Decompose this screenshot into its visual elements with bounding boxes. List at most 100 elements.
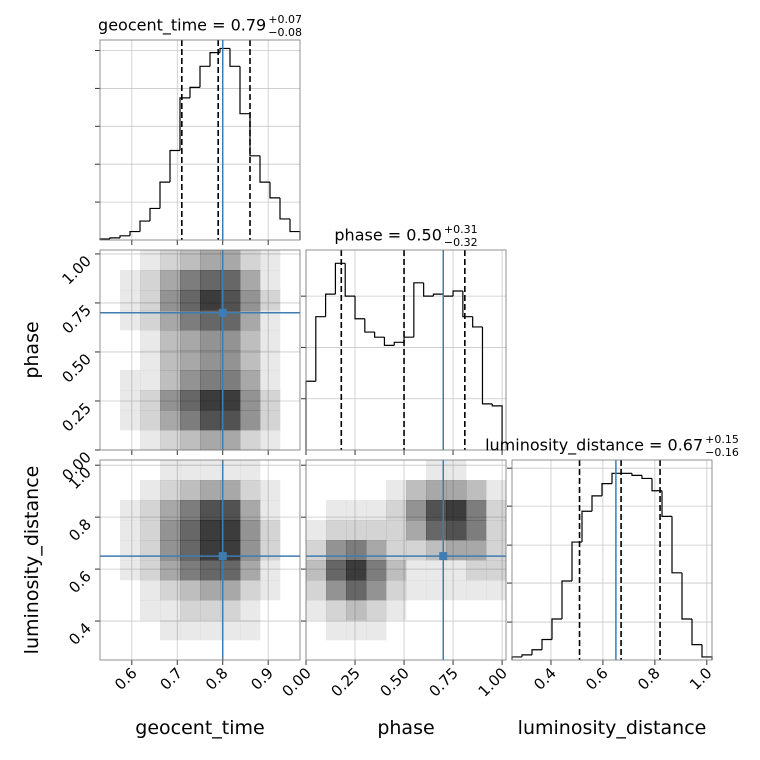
density-cell (120, 430, 140, 450)
density-cell (120, 620, 140, 640)
histogram-bin (541, 638, 552, 650)
panel-title: geocent_time = 0.79 (98, 16, 266, 36)
density-cell (260, 620, 280, 640)
density-cell (180, 640, 200, 660)
histogram-bin (472, 316, 483, 328)
density-cell (446, 500, 467, 521)
histogram-bin (159, 181, 170, 209)
density-cell (240, 500, 261, 521)
density-cell (200, 270, 221, 291)
density-cell (140, 540, 161, 561)
density-cell (240, 410, 261, 431)
density-cell (140, 430, 161, 451)
density-cell (466, 460, 486, 480)
density-cell (486, 640, 506, 660)
density-cell (406, 540, 427, 561)
density-cell (306, 540, 327, 561)
x-tick-label: 0.50 (377, 664, 413, 700)
density-cell (346, 620, 367, 641)
truth-point (218, 308, 227, 317)
density-cell (346, 580, 367, 601)
density-cell (346, 520, 367, 541)
density-cell (160, 500, 181, 521)
x-tick-label: 1.0 (686, 664, 716, 694)
x-tick-label: 0.00 (278, 664, 314, 700)
density-cell (260, 500, 281, 521)
density-cell (240, 250, 261, 271)
density-cell (220, 430, 241, 451)
truth-point (439, 552, 448, 561)
density-cell (200, 290, 221, 311)
histogram-bin (315, 316, 326, 382)
title-lower: −0.32 (444, 236, 478, 249)
histogram-bin (129, 230, 140, 236)
density-cell (200, 520, 221, 541)
density-cell (140, 250, 161, 271)
density-cell (466, 560, 487, 581)
density-cell (180, 250, 201, 271)
density-cell (140, 290, 161, 311)
density-cell (240, 430, 261, 451)
density-cell (220, 460, 241, 481)
density-cell (446, 640, 466, 660)
density-cell (120, 560, 141, 581)
density-cell (120, 410, 141, 431)
density-cell (100, 480, 120, 500)
density-cell (386, 540, 407, 561)
density-cell (366, 620, 387, 641)
density-cell (120, 350, 140, 370)
density-cell (200, 580, 221, 601)
title-upper: +0.07 (268, 13, 302, 26)
density-cell (120, 600, 140, 620)
density-cell (240, 580, 261, 601)
density-cell (260, 350, 281, 371)
panel-frame (305, 249, 507, 451)
density-cell (406, 620, 426, 640)
density-cell (346, 640, 366, 660)
histogram-bin (452, 290, 463, 297)
histogram-bin (269, 182, 280, 199)
density-cell (326, 460, 346, 480)
histogram-bin (581, 510, 592, 543)
density-cell (306, 500, 326, 520)
density-cell (386, 560, 407, 581)
density-cell (180, 560, 201, 581)
histogram-bin (681, 572, 692, 620)
density-cell (120, 500, 141, 521)
density-cell (240, 640, 260, 660)
density-cell (306, 640, 326, 660)
density-cell (326, 640, 346, 660)
density-cell (406, 500, 427, 521)
histogram-bin (279, 197, 290, 220)
density-cell (220, 600, 241, 621)
density-cell (280, 330, 300, 350)
density-cell (220, 500, 241, 521)
density-cell (200, 480, 221, 501)
histogram-bin (325, 293, 336, 317)
density-cell (240, 540, 261, 561)
density-cell (160, 330, 181, 351)
density-cell (160, 350, 181, 371)
panel-title: luminosity_distance = 0.67 (485, 436, 703, 456)
density-cell (180, 540, 201, 561)
density-cell (140, 410, 161, 431)
density-cell (220, 410, 241, 431)
density-cell (100, 290, 120, 310)
density-cell (346, 460, 366, 480)
density-cell (486, 620, 506, 640)
density-cell (280, 560, 300, 580)
density-cell (140, 370, 161, 391)
density-cell (260, 410, 281, 431)
density-cell (446, 600, 466, 620)
density-cell (280, 500, 300, 520)
density-cell (220, 390, 241, 411)
density-cell (200, 370, 221, 391)
density-cell (260, 460, 280, 480)
density-cell (260, 310, 281, 331)
x-axis-label: phase (377, 717, 434, 739)
density-cell (200, 410, 221, 431)
histogram-bin (641, 475, 652, 480)
density-cell (180, 500, 201, 521)
density-cell (160, 640, 180, 660)
density-cell (140, 310, 161, 331)
